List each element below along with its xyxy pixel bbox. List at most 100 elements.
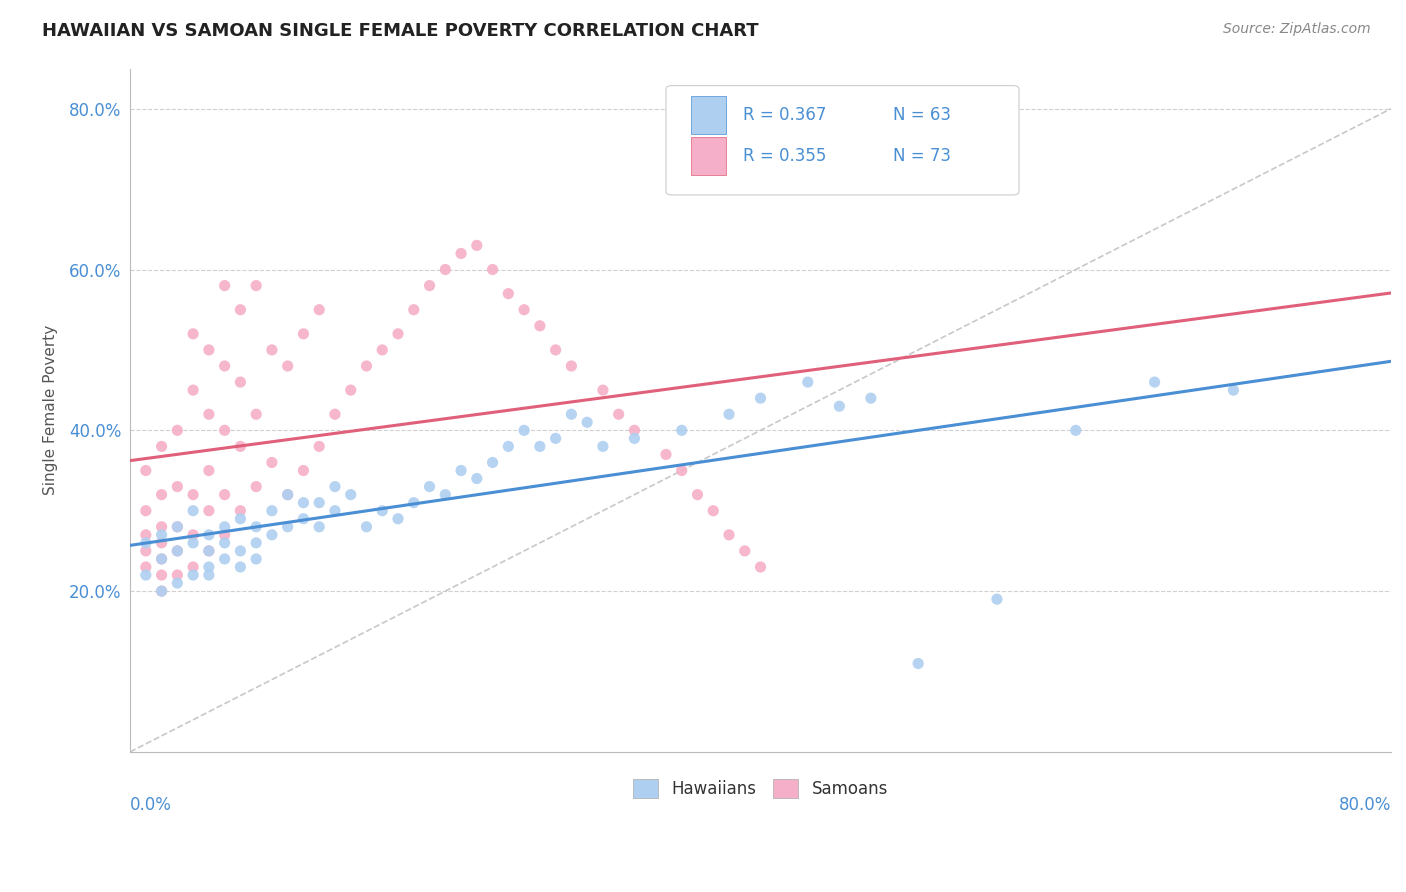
Point [198,528,221,542]
FancyBboxPatch shape [692,96,727,134]
Point [749,391,772,405]
Point [277,488,299,502]
Point [529,318,551,333]
Point [245,520,267,534]
Point [260,528,283,542]
Point [402,302,425,317]
Point [513,423,536,437]
Point [498,439,520,453]
Point [1064,423,1087,437]
Text: N = 63: N = 63 [893,106,950,124]
Point [181,326,204,341]
Point [181,504,204,518]
Point [166,480,188,494]
Point [560,359,582,373]
Point [702,504,724,518]
Point [166,544,188,558]
Point [198,544,221,558]
Point [513,302,536,317]
Point [686,488,709,502]
Point [135,544,157,558]
Point [166,576,188,591]
Point [323,407,346,421]
Point [150,552,173,566]
Point [434,262,457,277]
Point [292,512,315,526]
Point [655,447,678,461]
Point [859,391,882,405]
Point [749,560,772,574]
Point [181,488,204,502]
Point [150,584,173,599]
Point [308,439,330,453]
Point [308,302,330,317]
Point [260,455,283,469]
Point [166,544,188,558]
Point [181,528,204,542]
Point [150,520,173,534]
Point [229,439,252,453]
Point [371,504,394,518]
Point [245,407,267,421]
Point [292,496,315,510]
Point [181,383,204,397]
Point [166,520,188,534]
Point [434,488,457,502]
Point [214,528,236,542]
Point [229,302,252,317]
Point [229,504,252,518]
Text: R = 0.367: R = 0.367 [742,106,827,124]
Point [1143,375,1166,389]
Point [544,343,567,357]
Legend: Hawaiians, Samoans: Hawaiians, Samoans [627,772,894,805]
Point [544,431,567,445]
Point [135,504,157,518]
Point [229,512,252,526]
Point [229,560,252,574]
Point [135,560,157,574]
Point [214,278,236,293]
Point [419,480,441,494]
Point [1222,383,1244,397]
Point [198,568,221,582]
Point [323,504,346,518]
Point [339,488,361,502]
Point [150,528,173,542]
Point [498,286,520,301]
Point [371,343,394,357]
Point [292,326,315,341]
Point [229,544,252,558]
Point [135,536,157,550]
Point [181,568,204,582]
Point [308,496,330,510]
Point [245,536,267,550]
Text: Source: ZipAtlas.com: Source: ZipAtlas.com [1223,22,1371,37]
Point [450,246,472,260]
Point [607,407,630,421]
Point [339,383,361,397]
Point [150,584,173,599]
Point [465,238,488,252]
Point [214,520,236,534]
Point [308,520,330,534]
Point [135,463,157,477]
Point [245,278,267,293]
Point [166,423,188,437]
Point [150,536,173,550]
Point [986,592,1008,607]
Point [214,359,236,373]
Point [245,552,267,566]
Point [734,544,756,558]
Point [292,463,315,477]
Point [671,463,693,477]
Point [166,520,188,534]
Point [277,488,299,502]
Point [529,439,551,453]
Point [465,471,488,485]
Text: HAWAIIAN VS SAMOAN SINGLE FEMALE POVERTY CORRELATION CHART: HAWAIIAN VS SAMOAN SINGLE FEMALE POVERTY… [42,22,759,40]
Point [356,359,378,373]
Point [828,399,851,413]
FancyBboxPatch shape [666,86,1019,195]
Text: N = 73: N = 73 [893,147,950,165]
Point [623,423,645,437]
